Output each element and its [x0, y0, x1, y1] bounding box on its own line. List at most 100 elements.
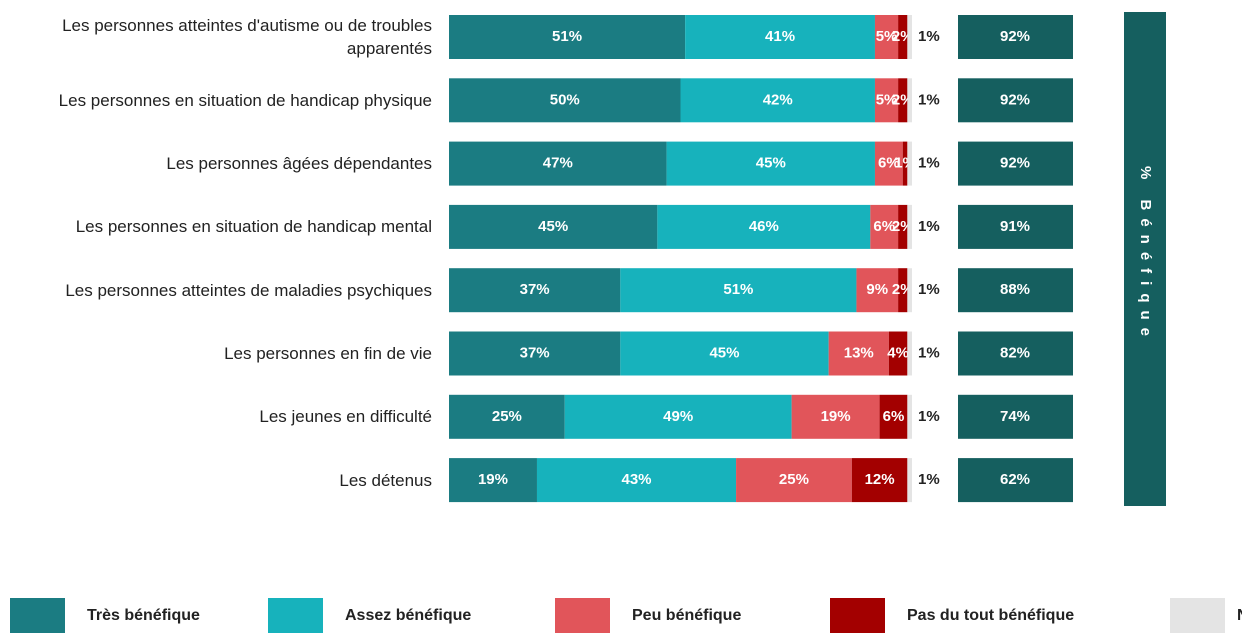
benefit-value: 74% — [1000, 408, 1030, 425]
bar-segment — [898, 268, 908, 313]
category-label: Les personnes âgées dépendantes — [166, 154, 432, 174]
legend-label: Très bénéfique — [87, 607, 200, 624]
value-label: 47% — [543, 155, 573, 172]
bar-segment — [449, 458, 537, 503]
bar-segment — [874, 15, 899, 59]
category-label: Les détenus — [339, 470, 432, 490]
legend-label: Assez bénéfique — [345, 607, 471, 624]
legend-label: Pas du tout bénéfique — [907, 607, 1074, 624]
bar-segment — [907, 141, 912, 186]
bar-segment — [898, 78, 908, 123]
category-label: Les personnes atteintes d'autisme ou de … — [62, 16, 432, 58]
value-label: 1% — [918, 408, 940, 425]
value-label: 12% — [865, 471, 895, 488]
bar-segment — [685, 15, 875, 59]
bar-segment — [898, 15, 908, 59]
bar-segment — [449, 394, 565, 439]
value-label: 43% — [621, 471, 651, 488]
bar-segment — [888, 331, 908, 376]
value-label: 5% — [876, 28, 898, 45]
value-label: 50% — [550, 91, 580, 108]
legend-swatch — [10, 598, 65, 633]
bar-segment — [564, 394, 792, 439]
value-label: 42% — [763, 91, 793, 108]
bar-segment — [449, 78, 681, 123]
benefit-value: 91% — [1000, 218, 1030, 235]
category-label: Les personnes en fin de vie — [224, 344, 432, 363]
value-label: 1% — [918, 91, 940, 108]
value-label: 6% — [878, 155, 900, 172]
value-label: 51% — [552, 28, 582, 45]
value-label: 25% — [492, 408, 522, 425]
value-label: 1% — [918, 28, 940, 45]
value-label: 1% — [918, 281, 940, 298]
bar-segment — [666, 141, 875, 186]
bar-segment — [907, 78, 912, 123]
bar-segment — [874, 78, 899, 123]
bar-segment — [898, 204, 908, 249]
value-label: 5% — [876, 91, 898, 108]
bar-segment — [874, 141, 903, 186]
value-label: 45% — [756, 155, 786, 172]
bar-segment — [620, 331, 829, 376]
bar-segment — [879, 394, 908, 439]
value-label: 19% — [821, 408, 851, 425]
bar-segment — [657, 204, 871, 249]
category-label: Les personnes atteintes de maladies psyc… — [65, 280, 432, 300]
bar-segment — [736, 458, 852, 503]
value-label: 1% — [894, 155, 916, 172]
category-label: Les jeunes en difficulté — [259, 407, 432, 427]
benefit-box — [958, 394, 1073, 439]
value-label: 41% — [765, 28, 795, 45]
bar-segment — [680, 78, 875, 123]
bar-segment — [620, 268, 857, 313]
legend-swatch — [1170, 598, 1225, 633]
legend-label: NSP — [1237, 607, 1242, 624]
benefit-box — [958, 78, 1073, 123]
bar-segment — [791, 394, 880, 439]
benefit-box — [958, 15, 1073, 59]
benefit-banner — [1124, 12, 1166, 506]
value-label: 6% — [883, 408, 905, 425]
bar-segment — [856, 268, 899, 313]
bar-segment — [828, 331, 889, 376]
benefit-value: 92% — [1000, 28, 1030, 45]
bar-segment — [536, 458, 737, 503]
value-label: 25% — [779, 471, 809, 488]
value-label: 9% — [866, 281, 888, 298]
value-label: 49% — [663, 408, 693, 425]
benefit-box — [958, 204, 1073, 249]
bar-segment — [449, 204, 658, 249]
value-label: 46% — [749, 218, 779, 235]
bar-segment — [449, 331, 621, 376]
value-label: 1% — [918, 344, 940, 361]
legend-label: Peu bénéfique — [632, 607, 741, 624]
legend-swatch — [830, 598, 885, 633]
benefit-value: 92% — [1000, 91, 1030, 108]
benefit-title: % Bénéfique — [1137, 166, 1154, 344]
value-label: 19% — [478, 471, 508, 488]
benefit-value: 62% — [1000, 471, 1030, 488]
benefit-value: 88% — [1000, 281, 1030, 298]
bar-segment — [907, 15, 912, 59]
bar-segment — [870, 204, 899, 249]
value-label: 6% — [873, 218, 895, 235]
bar-segment — [907, 268, 912, 313]
legend-swatch — [268, 598, 323, 633]
benefit-value: 82% — [1000, 344, 1030, 361]
bar-segment — [449, 141, 667, 186]
bar-segment — [449, 15, 686, 59]
bar-segment — [902, 141, 908, 186]
bar-segment — [907, 204, 912, 249]
value-label: 1% — [918, 155, 940, 172]
category-label: Les personnes en situation de handicap m… — [75, 217, 432, 237]
benefit-box — [958, 331, 1073, 376]
bar-segment — [907, 394, 912, 439]
benefit-box — [958, 141, 1073, 186]
value-label: 37% — [520, 344, 550, 361]
bar-segment — [851, 458, 908, 503]
bar-segment — [449, 268, 621, 313]
value-label: 37% — [520, 281, 550, 298]
